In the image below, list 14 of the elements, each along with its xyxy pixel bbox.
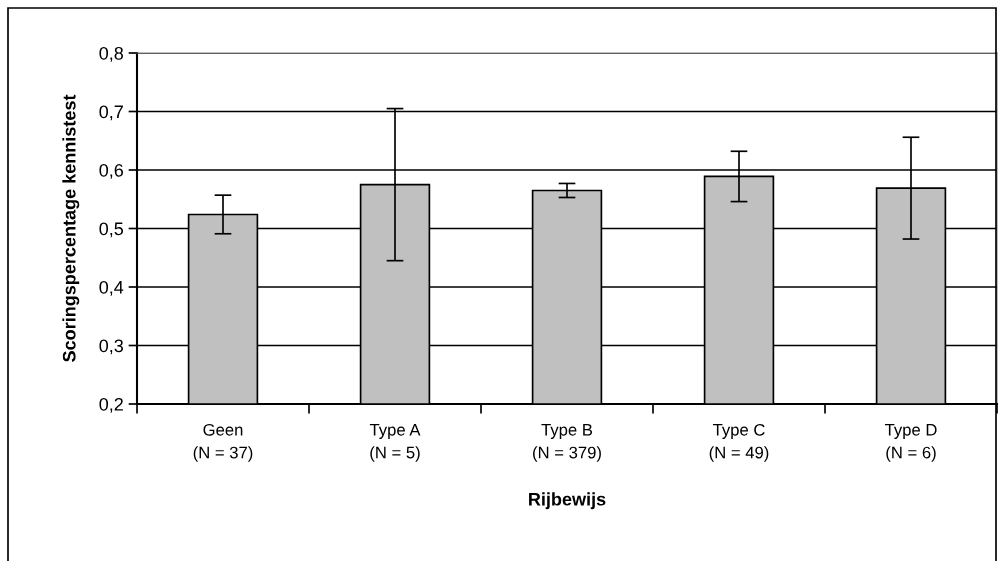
x-tick-label: Type B (N = 379) — [533, 424, 601, 462]
x-tick-label: Geen (N = 37) — [193, 423, 253, 462]
y-tick-label: 0,6 — [99, 163, 124, 179]
x-tick-label: Type A (N = 5) — [369, 424, 421, 462]
y-tick-label: 0,8 — [99, 46, 124, 62]
y-tick-label: 0,5 — [99, 222, 124, 238]
y-tick-label: 0,2 — [99, 397, 123, 413]
x-tick-label: Type D (N = 6) — [884, 424, 937, 462]
y-tick-label: 0,7 — [99, 105, 123, 121]
y-tick-label: 0,4 — [99, 280, 124, 296]
y-axis-title: Scoringspercentage kennistest — [62, 94, 80, 362]
x-tick-label: Type C (N = 49) — [709, 423, 769, 462]
x-axis-title: Rijbewijs — [529, 492, 606, 510]
y-tick-label: 0,3 — [99, 339, 124, 355]
